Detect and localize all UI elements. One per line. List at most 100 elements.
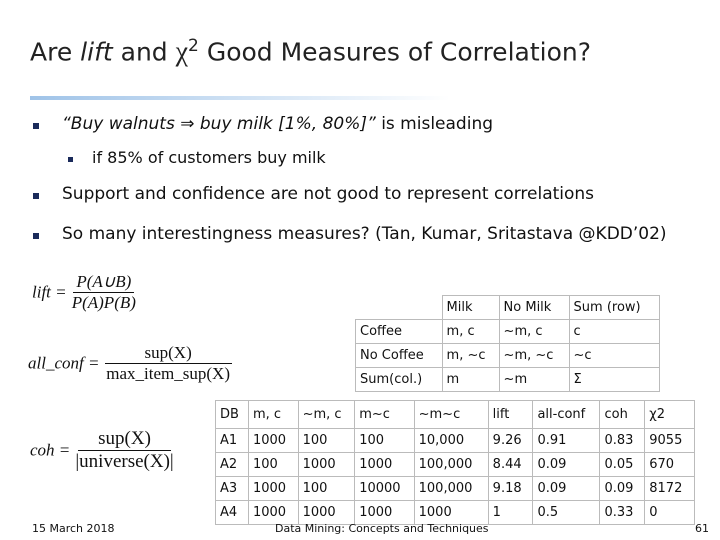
cell: Coffee bbox=[355, 319, 443, 344]
header-cell: DB bbox=[215, 400, 249, 429]
cell: 1000 bbox=[297, 452, 356, 477]
cell: 100,000 bbox=[413, 476, 489, 501]
denominator: P(A)P(B) bbox=[71, 293, 136, 312]
cell: 0.09 bbox=[532, 476, 601, 501]
blank-cell bbox=[356, 296, 443, 320]
cell: 100 bbox=[247, 452, 299, 477]
footer-date: 15 March 2018 bbox=[32, 522, 115, 535]
cell: 1000 bbox=[297, 500, 356, 525]
table-row: A1 1000 100 100 10,000 9.26 0.91 0.83 9055 bbox=[215, 428, 695, 453]
sub-bullet bbox=[68, 157, 73, 162]
numerator: sup(X) bbox=[104, 343, 232, 364]
fraction: sup(X) max_item_sup(X) bbox=[104, 343, 232, 384]
formula-lhs: all_conf = bbox=[28, 353, 100, 373]
bullet-italic: “Buy walnuts ⇒ buy milk [1%, 80%]” bbox=[62, 114, 376, 134]
cell: 100 bbox=[297, 428, 356, 453]
bullet bbox=[33, 233, 39, 239]
formula: coh = sup(X) |universe(X)| bbox=[30, 428, 174, 473]
header-cell: lift bbox=[487, 400, 534, 429]
cell: ~c bbox=[568, 343, 661, 368]
cell: 1000 bbox=[354, 452, 415, 477]
cell: 0.09 bbox=[599, 476, 646, 501]
cell: 0 bbox=[644, 500, 695, 525]
title-text: Are bbox=[30, 37, 81, 67]
cell: m bbox=[441, 367, 500, 392]
cell: A2 bbox=[215, 452, 249, 477]
cell: 0.09 bbox=[532, 452, 601, 477]
cell: Σ bbox=[568, 367, 661, 392]
cell: 9055 bbox=[644, 428, 695, 453]
title-text: and bbox=[112, 37, 176, 67]
table-row: A3 1000 100 10000 100,000 9.18 0.09 0.09 8172 bbox=[215, 476, 695, 501]
title-text: Good Measures of Correlation? bbox=[198, 37, 591, 67]
cell: 670 bbox=[644, 452, 695, 477]
fraction: P(A∪B) P(A)P(B) bbox=[72, 272, 136, 313]
cell: 1 bbox=[487, 500, 534, 525]
cell: c bbox=[568, 319, 661, 344]
cell: 0.91 bbox=[532, 428, 601, 453]
cell: 10,000 bbox=[413, 428, 489, 453]
header-cell: χ2 bbox=[644, 400, 695, 429]
cell: 0.83 bbox=[599, 428, 646, 453]
slide-title: Are lift and χ2 Good Measures of Correla… bbox=[30, 36, 591, 68]
numerator: P(A∪B) bbox=[73, 272, 135, 293]
cell: ~m, ~c bbox=[498, 343, 570, 368]
cell: No Coffee bbox=[355, 343, 443, 368]
header-cell: Milk bbox=[441, 295, 500, 320]
footer-center: Data Mining: Concepts and Techniques bbox=[275, 522, 489, 535]
cell: 8172 bbox=[644, 476, 695, 501]
cell: Sum(col.) bbox=[355, 367, 443, 392]
footer-page: 61 bbox=[695, 522, 709, 535]
table-row: A2 100 1000 1000 100,000 8.44 0.09 0.05 670 bbox=[215, 452, 695, 477]
header-cell: No Milk bbox=[498, 295, 570, 320]
cell: 0.5 bbox=[532, 500, 601, 525]
cell: 8.44 bbox=[487, 452, 534, 477]
table-row: A4 1000 1000 1000 1000 1 0.5 0.33 0 bbox=[215, 500, 695, 525]
title-superscript: 2 bbox=[188, 36, 199, 56]
cell: A3 bbox=[215, 476, 249, 501]
header-cell: ~m, c bbox=[297, 400, 356, 429]
cell: 100,000 bbox=[413, 452, 489, 477]
bullet-text: Support and confidence are not good to r… bbox=[62, 184, 595, 204]
sub-bullet-text: if 85% of customers buy milk bbox=[92, 148, 326, 167]
bullet bbox=[33, 193, 39, 199]
measures-table: DB m, c ~m, c m~c ~m~c lift all-conf coh χ2 A1 100… bbox=[215, 400, 695, 525]
cell: ~m, c bbox=[498, 319, 570, 344]
title-symbol: χ bbox=[175, 36, 189, 68]
numerator: sup(X) bbox=[78, 428, 171, 451]
denominator: max_item_sup(X) bbox=[106, 364, 230, 383]
header-cell: m, c bbox=[247, 400, 299, 429]
cell: 100 bbox=[354, 428, 415, 453]
formula: lift = P(A∪B) P(A)P(B) bbox=[32, 272, 136, 313]
formula-lhs: coh = bbox=[30, 440, 71, 460]
cell: A4 bbox=[215, 500, 249, 525]
table-row: No Coffee m, ~c ~m, ~c ~c bbox=[355, 343, 661, 368]
fraction: sup(X) |universe(X)| bbox=[75, 428, 173, 473]
cell: 0.33 bbox=[599, 500, 646, 525]
cell: 1000 bbox=[247, 428, 299, 453]
cell: A1 bbox=[215, 428, 249, 453]
cell: 1000 bbox=[354, 500, 415, 525]
cell: 9.18 bbox=[487, 476, 534, 501]
bullet-text: “Buy walnuts ⇒ buy milk [1%, 80%]” is mi… bbox=[62, 114, 493, 134]
cell: ~m bbox=[498, 367, 570, 392]
cell: m, c bbox=[441, 319, 500, 344]
header-cell: coh bbox=[599, 400, 646, 429]
header-cell: all-conf bbox=[532, 400, 601, 429]
title-text: lift bbox=[80, 37, 113, 67]
cell: 1000 bbox=[247, 500, 299, 525]
header-row: Milk No Milk Sum (row) bbox=[356, 295, 661, 320]
bullet-text-rest: is misleading bbox=[375, 114, 494, 134]
denominator: |universe(X)| bbox=[75, 451, 174, 472]
contingency-table: Milk No Milk Sum (row) Coffee m, c ~m, c c No C… bbox=[355, 295, 661, 392]
header-row: DB m, c ~m, c m~c ~m~c lift all-conf coh χ2 bbox=[215, 400, 695, 429]
header-cell: ~m~c bbox=[413, 400, 489, 429]
cell: 1000 bbox=[413, 500, 489, 525]
cell: 0.05 bbox=[599, 452, 646, 477]
formula: all_conf = sup(X) max_item_sup(X) bbox=[28, 343, 232, 384]
table-row: Sum(col.) m ~m Σ bbox=[355, 367, 661, 392]
formula-lhs: lift = bbox=[32, 282, 67, 302]
cell: 10000 bbox=[354, 476, 415, 501]
